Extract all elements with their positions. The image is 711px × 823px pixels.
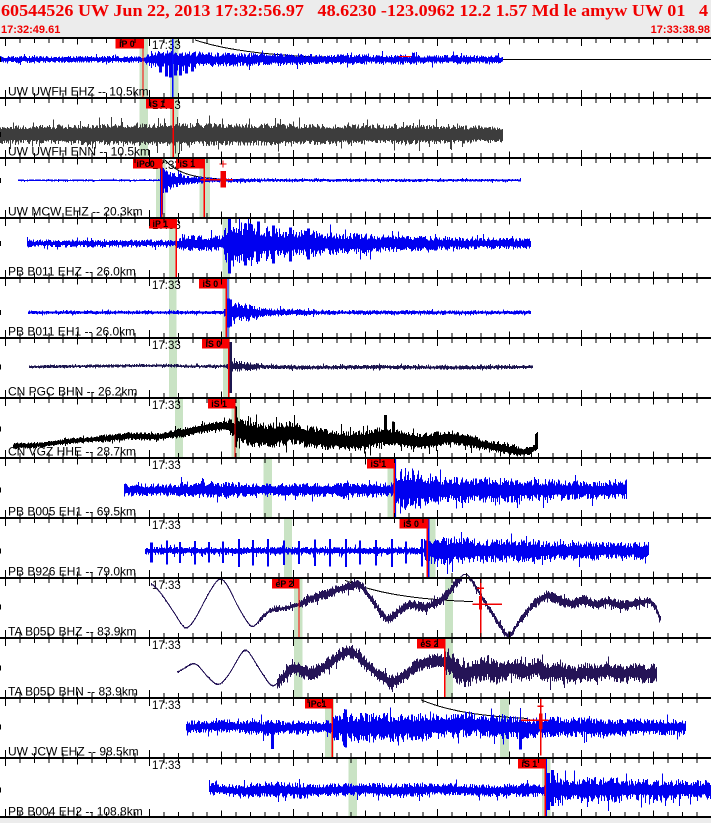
svg-text:PB B011 EHZ -- 26.0km: PB B011 EHZ -- 26.0km xyxy=(8,265,136,279)
svg-text:17:32:49.61: 17:32:49.61 xyxy=(1,24,60,36)
svg-text:iS 0: iS 0 xyxy=(203,279,219,289)
svg-text:17:33: 17:33 xyxy=(152,400,181,412)
svg-text:iP 0: iP 0 xyxy=(119,39,135,49)
svg-text:iS 0: iS 0 xyxy=(403,519,419,529)
svg-text:CN PGC BHN -- 26.2km: CN PGC BHN -- 26.2km xyxy=(8,385,137,399)
svg-text:iS 1: iS 1 xyxy=(211,399,227,409)
svg-text:17:33: 17:33 xyxy=(152,640,181,652)
svg-text:iP 1: iP 1 xyxy=(153,219,169,229)
svg-text:60544526 UW Jun 22, 2013 17:32: 60544526 UW Jun 22, 2013 17:32:56.97 48.… xyxy=(1,1,708,20)
svg-text:17:33: 17:33 xyxy=(152,520,181,532)
svg-text:UW UWFH ENN -- 10.5km: UW UWFH ENN -- 10.5km xyxy=(8,145,150,159)
svg-text:17:33: 17:33 xyxy=(152,280,181,292)
svg-text:17:33: 17:33 xyxy=(152,700,181,712)
svg-text:17:33: 17:33 xyxy=(152,460,181,472)
svg-text:TA B05D BHZ -- 83.9km: TA B05D BHZ -- 83.9km xyxy=(8,625,136,639)
svg-text:PB B004 EH2 -- 108.8km: PB B004 EH2 -- 108.8km xyxy=(8,805,143,819)
svg-text:17:33: 17:33 xyxy=(152,580,181,592)
svg-text:iS 0: iS 0 xyxy=(206,339,222,349)
svg-text:17:33: 17:33 xyxy=(152,760,181,772)
svg-text:eP 2: eP 2 xyxy=(276,579,294,589)
svg-text:PB B011 EH1 -- 26.0km: PB B011 EH1 -- 26.0km xyxy=(8,325,135,339)
svg-text:PB B926 EH1 -- 79.0km: PB B926 EH1 -- 79.0km xyxy=(8,565,136,579)
svg-text:iPc0: iPc0 xyxy=(137,159,155,169)
svg-text:17:33:38.98: 17:33:38.98 xyxy=(651,24,710,36)
svg-text:iS 1: iS 1 xyxy=(150,99,166,109)
svg-text:17:33: 17:33 xyxy=(152,40,181,52)
svg-text:PB B005 EH1 -- 69.5km: PB B005 EH1 -- 69.5km xyxy=(8,505,136,519)
svg-text:iPc1: iPc1 xyxy=(308,699,326,709)
svg-text:TA B05D BHN -- 83.9km: TA B05D BHN -- 83.9km xyxy=(8,685,138,699)
svg-text:eS 2: eS 2 xyxy=(420,639,438,649)
svg-text:iS 1: iS 1 xyxy=(522,759,538,769)
svg-text:iS 1: iS 1 xyxy=(180,159,196,169)
svg-text:UW MCW EHZ -- 20.3km: UW MCW EHZ -- 20.3km xyxy=(8,205,143,219)
svg-text:17:33: 17:33 xyxy=(152,340,181,352)
svg-text:UW JCW EHZ -- 98.5km: UW JCW EHZ -- 98.5km xyxy=(8,745,139,759)
svg-text:CN VGZ HHE -- 28.7km: CN VGZ HHE -- 28.7km xyxy=(8,445,136,459)
svg-text:iS 1: iS 1 xyxy=(371,459,387,469)
svg-text:UW UWFH EHZ -- 10.5km: UW UWFH EHZ -- 10.5km xyxy=(8,85,149,99)
